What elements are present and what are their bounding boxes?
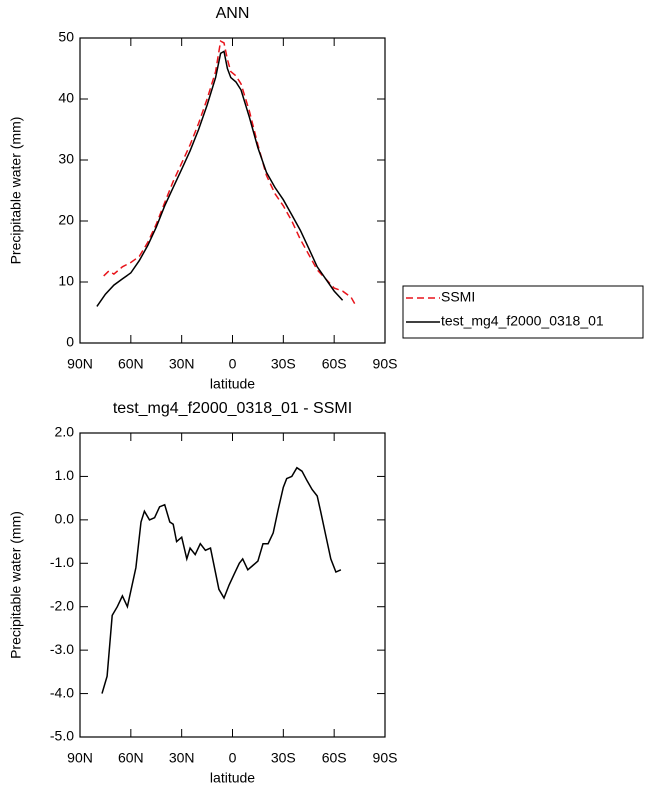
- x-tick-label: 90N: [67, 750, 93, 766]
- x-tick-label: 30S: [271, 750, 296, 766]
- x-tick-label: 0: [229, 356, 237, 372]
- legend-box: [402, 285, 644, 339]
- x-axis-label: latitude: [210, 376, 255, 392]
- data-line: [101, 466, 342, 694]
- x-tick-label: 90N: [67, 356, 93, 372]
- y-tick-label: -5.0: [50, 728, 74, 744]
- y-tick-label: 0: [66, 334, 74, 350]
- x-axis-label: latitude: [210, 770, 255, 786]
- chart-title: test_mg4_f2000_0318_01 - SSMI: [113, 400, 352, 417]
- x-tick-label: 90S: [373, 356, 398, 372]
- y-tick-label: -2.0: [50, 597, 74, 613]
- x-tick-label: 60N: [118, 356, 144, 372]
- x-tick-label: 60S: [322, 750, 347, 766]
- legend-label: test_mg4_f2000_0318_01: [441, 313, 604, 329]
- data-line: [96, 50, 344, 307]
- y-tick-label: 0.0: [55, 511, 75, 527]
- y-tick-label: 50: [58, 29, 74, 45]
- plot-frame: [79, 432, 386, 738]
- chart-title: ANN: [216, 5, 250, 22]
- y-tick-label: -4.0: [50, 684, 74, 700]
- y-tick-label: -3.0: [50, 641, 74, 657]
- x-tick-label: 90S: [373, 750, 398, 766]
- y-tick-label: -1.0: [50, 554, 74, 570]
- x-tick-label: 30N: [169, 750, 195, 766]
- x-tick-label: 30N: [169, 356, 195, 372]
- y-tick-label: 10: [58, 273, 74, 289]
- y-tick-label: 40: [58, 90, 74, 106]
- legend-label: SSMI: [441, 289, 475, 305]
- x-tick-label: 60S: [322, 356, 347, 372]
- y-axis-label: Precipitable water (mm): [8, 511, 24, 659]
- y-axis-label: Precipitable water (mm): [8, 117, 24, 265]
- y-tick-label: 2.0: [55, 424, 75, 440]
- x-tick-label: 60N: [118, 750, 144, 766]
- y-tick-label: 30: [58, 151, 74, 167]
- x-tick-label: 0: [229, 750, 237, 766]
- y-tick-label: 20: [58, 212, 74, 228]
- data-line: [103, 39, 357, 307]
- x-tick-label: 30S: [271, 356, 296, 372]
- y-tick-label: 1.0: [55, 467, 75, 483]
